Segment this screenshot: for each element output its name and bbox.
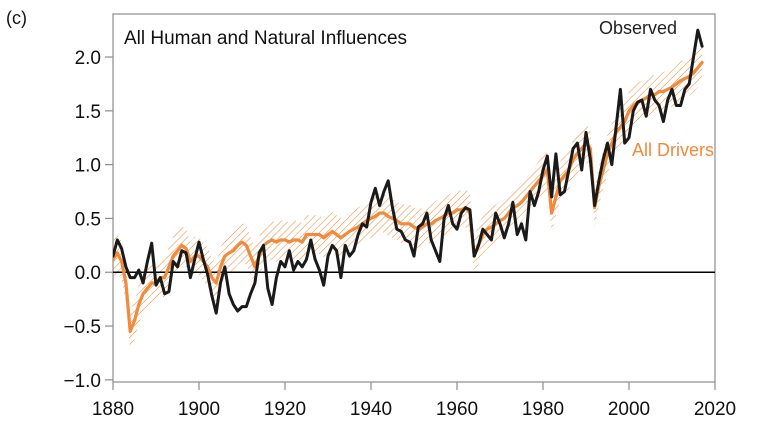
y-tick-label: 1.0 (75, 156, 101, 177)
x-tick-label: 1940 (350, 399, 392, 420)
y-tick-label: −1.0 (63, 371, 101, 392)
plot-frame (112, 13, 716, 383)
all-drivers-label: All Drivers (632, 140, 714, 160)
x-axis: 1880 1900 1920 1940 1960 1980 2000 2020 (92, 382, 736, 420)
panel-label: (c) (6, 8, 27, 28)
all-drivers-line (113, 60, 704, 334)
y-tick-label: −0.5 (63, 317, 101, 338)
x-tick-label: 1980 (522, 399, 564, 420)
x-tick-label: 1960 (436, 399, 478, 420)
x-tick-label: 1880 (92, 399, 134, 420)
y-tick-label: 0.0 (75, 263, 101, 284)
y-axis: −1.0 −0.5 0.0 0.5 1.0 1.5 2.0 (63, 48, 113, 392)
uncertainty-band-group (113, 43, 703, 351)
all-drivers-series (113, 60, 704, 334)
chart-title: All Human and Natural Influences (124, 28, 407, 49)
y-tick-label: 0.5 (75, 209, 101, 230)
observed-label: Observed (599, 18, 677, 38)
y-tick-label: 2.0 (75, 48, 101, 69)
observed-line (113, 28, 704, 315)
uncertainty-band (113, 43, 703, 351)
x-tick-label: 2000 (608, 399, 650, 420)
x-tick-label: 2020 (694, 399, 736, 420)
x-tick-label: 1900 (178, 399, 220, 420)
x-tick-label: 1920 (264, 399, 306, 420)
y-tick-label: 1.5 (75, 102, 101, 123)
observed-series (113, 28, 704, 315)
